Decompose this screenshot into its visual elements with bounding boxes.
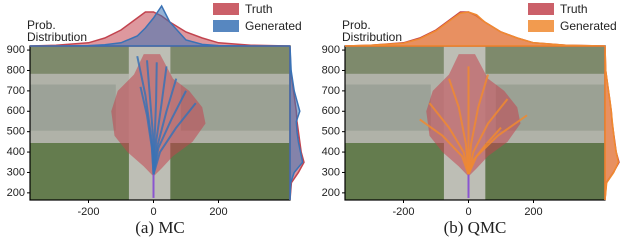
y-tick-label: 900 xyxy=(322,44,340,56)
y-density xyxy=(290,46,303,200)
y-density xyxy=(605,46,618,200)
y-tick-label: 600 xyxy=(322,105,340,117)
y-tick-label: 800 xyxy=(7,64,25,76)
legend-swatch xyxy=(528,3,554,15)
x-tick-label: 0 xyxy=(465,206,471,218)
y-tick-label: 300 xyxy=(7,166,25,178)
legend-swatch xyxy=(528,20,554,32)
chart-title: (a) MC xyxy=(135,218,185,237)
y-tick-label: 300 xyxy=(322,166,340,178)
y-tick-label: 700 xyxy=(7,85,25,97)
x-tick-label: 200 xyxy=(209,206,227,218)
x-tick-label: -200 xyxy=(77,206,99,218)
plot-area xyxy=(345,46,605,200)
y-tick-label: 500 xyxy=(7,126,25,138)
plot-area xyxy=(30,46,290,200)
chart-title: (b) QMC xyxy=(444,218,507,237)
density-label: Distribution xyxy=(342,30,402,44)
density-label: Distribution xyxy=(27,30,87,44)
legend-label: Truth xyxy=(560,2,588,16)
y-tick-label: 400 xyxy=(7,146,25,158)
legend-label: Generated xyxy=(560,19,617,33)
legend-label: Truth xyxy=(245,2,273,16)
y-tick-label: 600 xyxy=(7,105,25,117)
x-tick-label: 0 xyxy=(150,206,156,218)
y-tick-label: 200 xyxy=(7,187,25,199)
x-tick-label: -200 xyxy=(392,206,414,218)
y-tick-label: 700 xyxy=(322,85,340,97)
legend-swatch xyxy=(213,3,239,15)
y-tick-label: 500 xyxy=(322,126,340,138)
y-tick-label: 900 xyxy=(7,44,25,56)
legend-swatch xyxy=(213,20,239,32)
y-tick-label: 800 xyxy=(322,64,340,76)
y-tick-label: 400 xyxy=(322,146,340,158)
y-tick-label: 200 xyxy=(322,187,340,199)
legend-label: Generated xyxy=(245,19,302,33)
figure: 200 300 400 500 600 700 800 900 -200 0 200 Truth Gen… xyxy=(0,0,621,242)
x-tick-label: 200 xyxy=(524,206,542,218)
